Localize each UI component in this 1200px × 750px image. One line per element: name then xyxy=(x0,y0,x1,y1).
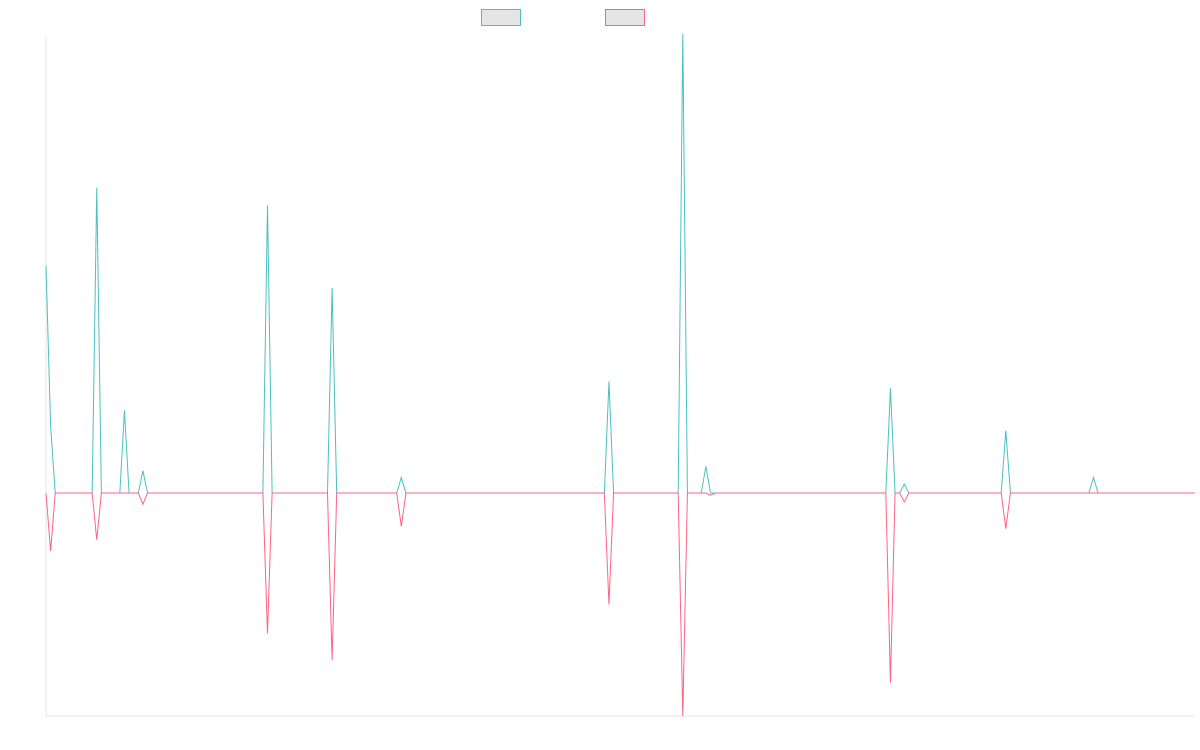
chart-axes xyxy=(45,36,1195,717)
series-layer xyxy=(45,33,1195,717)
legend-swatch-2[interactable] xyxy=(605,9,645,26)
legend-swatch-1[interactable] xyxy=(481,9,521,26)
series-line-2 xyxy=(45,492,1195,717)
series-line-1 xyxy=(45,33,1195,494)
chart-legend xyxy=(481,9,645,26)
